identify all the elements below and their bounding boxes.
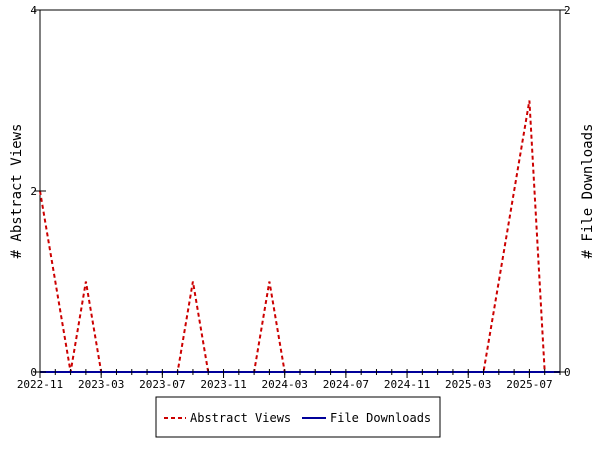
y2-axis-title: # File Downloads xyxy=(580,124,596,259)
x-tick-label: 2024-11 xyxy=(384,378,430,391)
ticks-layer: 2022-11 2023-03 2023-07 2023-11 2024-03 2024-… xyxy=(17,4,571,391)
x-tick-label: 2025-03 xyxy=(445,378,491,391)
y-tick-label: 2 xyxy=(30,185,37,198)
y-tick-label: 4 xyxy=(30,4,37,17)
legend-label-file-downloads: File Downloads xyxy=(330,411,431,425)
y2-tick-label: 2 xyxy=(564,4,571,17)
y-tick-label: 0 xyxy=(30,366,37,379)
y-axis-title: # Abstract Views xyxy=(9,124,25,259)
legend-box xyxy=(155,396,441,438)
x-tick-label: 2022-11 xyxy=(17,378,63,391)
legend: Abstract Views File Downloads xyxy=(155,396,441,438)
x-tick-label: 2023-07 xyxy=(139,378,185,391)
plot-area xyxy=(39,9,561,373)
x-tick-label: 2024-03 xyxy=(262,378,308,391)
legend-label-abstract-views: Abstract Views xyxy=(190,411,291,425)
y2-tick-label: 0 xyxy=(564,366,571,379)
x-tick-label: 2023-03 xyxy=(78,378,124,391)
x-tick-label: 2024-07 xyxy=(323,378,369,391)
x-tick-label: 2025-07 xyxy=(506,378,552,391)
x-tick-label: 2023-11 xyxy=(200,378,246,391)
